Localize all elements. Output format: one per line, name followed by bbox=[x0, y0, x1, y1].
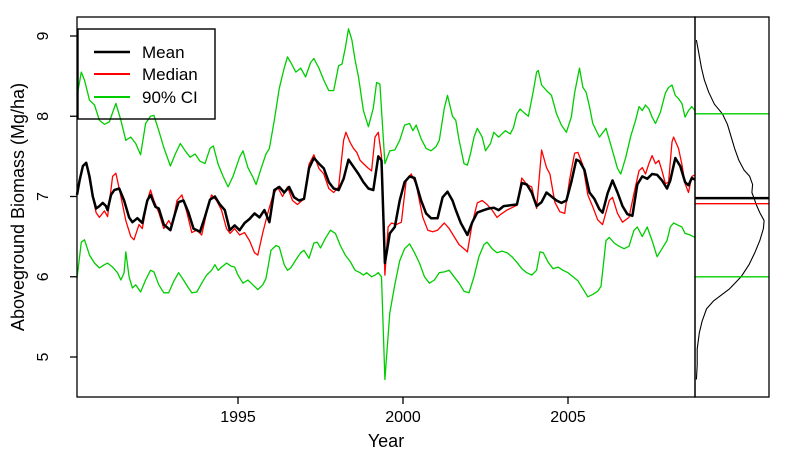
legend-label-ci: 90% CI bbox=[142, 88, 198, 107]
x-tick-label: 2000 bbox=[385, 409, 421, 426]
density-panel-box bbox=[694, 16, 770, 398]
x-tick-label: 1995 bbox=[220, 409, 256, 426]
density-curve bbox=[695, 39, 765, 380]
legend-box bbox=[77, 28, 216, 120]
ci-upper-line bbox=[76, 28, 696, 188]
x-tick-label: 2005 bbox=[550, 409, 586, 426]
legend: Mean Median 90% CI bbox=[77, 28, 216, 120]
y-tick-label: 8 bbox=[35, 112, 52, 121]
y-tick-label: 9 bbox=[35, 31, 52, 40]
legend-label-median: Median bbox=[142, 65, 198, 84]
median-line bbox=[76, 131, 696, 276]
ci-lower-line bbox=[76, 222, 696, 381]
legend-label-mean: Mean bbox=[142, 43, 185, 62]
x-axis-title: Year bbox=[368, 431, 404, 451]
y-tick-label: 7 bbox=[35, 192, 52, 201]
mean-line bbox=[75, 155, 696, 265]
y-axis-title: Aboveground Biomass (Mg/ha) bbox=[8, 83, 28, 331]
y-tick-label: 6 bbox=[35, 272, 52, 281]
y-tick-label: 5 bbox=[35, 352, 52, 361]
